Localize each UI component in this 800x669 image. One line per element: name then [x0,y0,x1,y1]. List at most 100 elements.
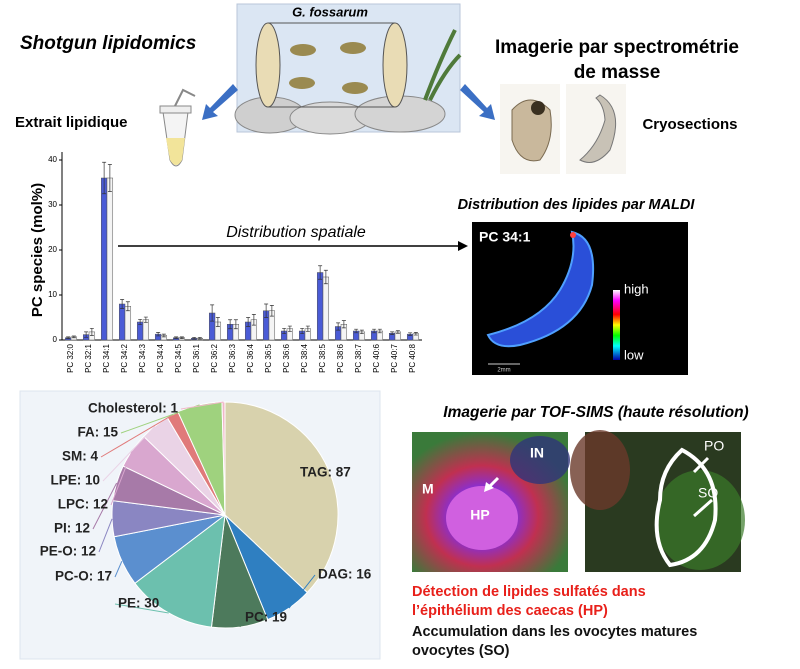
error-bar [395,330,400,334]
leader-line [288,574,316,609]
error-bar [84,331,89,338]
maldi-section [486,230,595,348]
habitat-illustration [234,3,462,135]
x-tick-label: PC 40:7 [390,343,399,372]
pie-label: SM: 4 [62,449,98,464]
pie-chart: TAG: 87 DAG: 16 PC: 19 PE: 30 PC-O: 17 PE-O: … [40,401,372,629]
error-bar [138,318,143,326]
caption-black: ovocytes (SO) [412,643,510,659]
arrow-label: Distribution spatiale [226,224,366,241]
error-bar [413,332,418,336]
leader-line [98,518,113,553]
error-bar [156,332,161,337]
extract-label: Extrait lipidique [15,114,128,131]
bar [316,272,324,341]
x-tick-label: PC 36:2 [210,343,219,372]
right-title: Imagerie par spectrométrie [495,37,739,58]
pie-label: DAG: 16 [318,567,372,582]
error-bar [300,327,305,335]
pie-label: PC-O: 17 [55,569,112,584]
error-bar [269,305,274,317]
y-tick-label: 20 [48,245,57,254]
x-tick-label: PC 36:6 [282,343,291,372]
error-bar [251,314,256,326]
pie-label: Cholesterol: 1 [88,401,179,416]
error-bar [372,328,377,334]
caption-black: Accumulation dans les ovocytes matures [412,624,697,640]
bar [124,306,132,341]
error-bar [66,336,71,339]
scale-bar-label: 2mm [497,368,510,374]
error-bar [102,161,107,195]
error-bar [287,325,292,332]
color-scale [613,290,620,360]
leader-line [180,401,224,410]
error-bar [120,299,125,309]
x-tick-label: PC 40:8 [408,343,417,372]
image-label: M [422,481,434,497]
error-bar [197,336,202,340]
error-bar [174,336,179,339]
error-bar [318,265,323,280]
image-label: IN [530,445,544,461]
x-tick-label: PC 34:2 [120,343,129,372]
error-bar [336,322,341,331]
x-tick-label: PC 38:5 [318,343,327,372]
y-axis-label: PC species (mol%) [29,183,46,317]
scale-high: high [624,281,649,296]
x-tick-label: PC 40:6 [372,343,381,372]
arrow-head [458,241,468,251]
error-bar [143,316,148,323]
error-bar [215,317,220,327]
bar [100,177,108,341]
x-tick-label: PC 34:1 [102,343,111,372]
pie-label: TAG: 87 [300,465,351,480]
caption-red: l’épithélium des caecas (HP) [412,603,608,619]
cryo-label: Cryosections [642,116,737,133]
x-tick-label: PC 32:0 [66,343,75,372]
x-tick-label: PC 34:3 [138,343,147,372]
error-bar [390,331,395,335]
bar-chart: 0 10 20 30 40 PC 32:0 PC 32:1 PC 34:1 PC 34:2 PC … [48,152,422,373]
maldi-title: Distribution des lipides par MALDI [458,197,696,213]
y-tick-label: 30 [48,200,57,209]
error-bar [305,325,310,332]
leader-line [296,469,329,474]
error-bar [179,336,184,339]
y-tick-label: 40 [48,155,57,164]
pie-label: FA: 15 [77,425,118,440]
error-bar [354,328,359,334]
pie-label: PE: 30 [118,596,159,611]
x-tick-label: PC 36:4 [246,343,255,372]
error-bar [408,332,413,336]
pie-slice [224,401,339,594]
tofsims-image-2 [570,430,745,572]
tube-icon [159,88,196,167]
error-bar [107,164,112,192]
scale-low: low [624,347,644,362]
error-bar [359,329,364,335]
leader-line [102,425,156,482]
tofsims-image-1 [412,432,570,572]
error-bar [228,319,233,330]
error-bar [323,269,328,285]
error-bar [89,327,94,336]
leader-line [114,603,169,614]
bar [118,303,126,341]
bar [106,177,114,341]
x-tick-label: PC 38:6 [336,343,345,372]
image-label: PO [704,438,724,454]
pie-label: LPE: 10 [50,473,100,488]
leader-line [92,482,118,530]
caption-red: Détection de lipides sulfatés dans [412,584,646,600]
cryosection-images [500,84,626,174]
maldi-label: PC 34:1 [479,229,531,245]
leader-line [120,404,200,434]
x-tick-label: PC 32:1 [84,343,93,372]
error-bar [192,336,197,340]
x-tick-label: PC 34:4 [156,343,165,372]
arrow [202,84,238,120]
error-bar [246,317,251,327]
x-tick-label: PC 38:7 [354,343,363,372]
